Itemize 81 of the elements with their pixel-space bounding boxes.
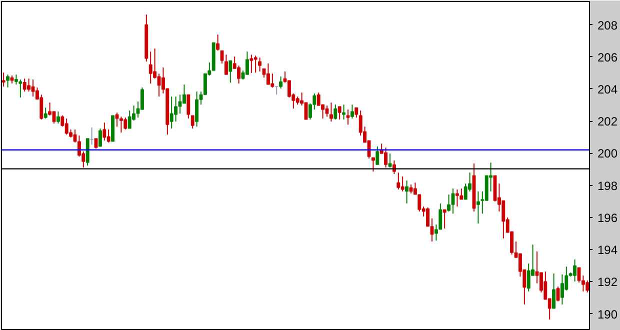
candlestick <box>573 259 577 282</box>
candlestick <box>526 263 530 292</box>
candlestick <box>279 76 283 90</box>
candlestick <box>6 74 10 88</box>
candlestick <box>64 118 68 136</box>
candlestick <box>342 104 346 120</box>
candlestick <box>400 176 404 192</box>
candlestick <box>325 105 329 118</box>
candlestick <box>460 188 464 200</box>
candlestick <box>334 104 338 120</box>
candlestick <box>346 109 350 126</box>
candlestick <box>40 94 44 120</box>
y-tick-label: 206 <box>598 50 618 64</box>
candlestick <box>270 73 274 88</box>
y-tick-label: 194 <box>598 243 618 258</box>
candlestick <box>18 79 22 98</box>
y-tick-label: 192 <box>598 275 618 290</box>
candlestick <box>338 106 342 120</box>
candlestick <box>442 209 446 230</box>
candlestick <box>140 87 144 110</box>
candlestick <box>224 54 228 76</box>
y-tick-label: 204 <box>598 82 618 96</box>
candlestick <box>396 172 400 190</box>
candlestick <box>186 94 190 120</box>
candlestick <box>384 147 388 168</box>
candlestick <box>2 72 6 88</box>
candlestick <box>464 183 468 200</box>
candlestick <box>27 78 31 92</box>
y-tick-label: 202 <box>598 114 618 129</box>
candlestick <box>316 92 320 106</box>
candlestick <box>250 54 254 74</box>
candlestick <box>455 189 459 208</box>
candlestick <box>556 286 560 302</box>
candlestick <box>31 79 35 98</box>
candlestick <box>44 107 48 120</box>
candlestick <box>254 55 258 74</box>
candlestick <box>119 116 123 134</box>
candlestick <box>405 180 409 204</box>
candlestick <box>502 200 506 239</box>
candlestick <box>266 62 270 86</box>
candlestick <box>371 157 375 172</box>
candlestick <box>195 91 199 128</box>
candlestick <box>216 34 220 52</box>
candlestick <box>98 128 102 147</box>
candlestick <box>350 104 354 120</box>
y-tick-label: 190 <box>598 307 618 322</box>
candlestick <box>102 122 106 142</box>
candlestick <box>106 128 110 143</box>
candlestick <box>22 78 26 92</box>
candlestick <box>237 65 241 84</box>
candlestick <box>258 57 262 72</box>
candlestick <box>586 280 590 293</box>
candlestick <box>128 110 132 129</box>
candlestick <box>329 102 333 122</box>
candlestick <box>287 80 291 98</box>
candlestick <box>447 194 451 212</box>
candlestick <box>476 190 480 224</box>
candlestick <box>174 96 178 122</box>
candlestick <box>94 138 98 150</box>
candlestick <box>451 188 455 214</box>
candlestick <box>170 96 174 129</box>
candlestick <box>388 153 392 168</box>
candlestick <box>90 127 94 146</box>
candlestick <box>354 107 358 118</box>
candlestick <box>56 110 60 124</box>
candlestick <box>190 114 194 129</box>
y-tick-label: 200 <box>598 146 618 161</box>
y-tick-label: 208 <box>598 18 618 32</box>
candlestick <box>376 146 380 166</box>
candlestick <box>220 50 224 64</box>
candlestick <box>124 117 128 130</box>
candlestick <box>182 84 186 104</box>
candlestick <box>560 274 564 305</box>
candlestick <box>228 60 232 84</box>
candlestick <box>14 74 18 86</box>
candlestick <box>148 51 152 84</box>
y-tick-label: 198 <box>598 178 618 193</box>
y-tick-label: 196 <box>598 210 618 225</box>
candlestick <box>552 272 556 309</box>
candlestick <box>245 51 249 76</box>
candlestick <box>438 202 442 230</box>
